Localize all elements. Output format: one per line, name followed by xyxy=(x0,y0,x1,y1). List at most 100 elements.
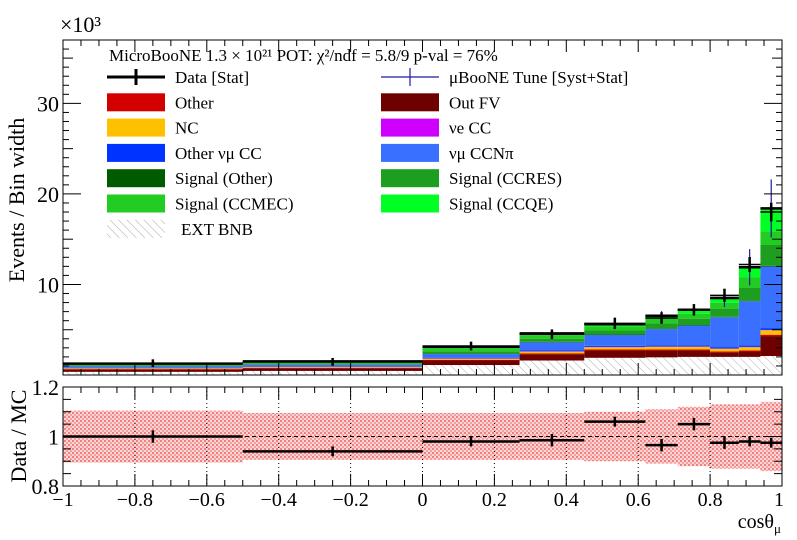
bar-ext-bnb-5 xyxy=(645,357,678,375)
legend-swatch-signal-other- xyxy=(107,169,165,188)
legend-swatch-nc xyxy=(107,118,165,137)
bar-other-cc-5 xyxy=(645,345,678,347)
ratio-panel: 0.811.2−1 −0.8 −0.6 −0.4 −0.2 0 0.2 0.4 0.6 0.8 1 … xyxy=(6,375,784,536)
legend-label-signal-ccres-: Signal (CCRES) xyxy=(449,169,562,188)
bar-out-fv-5 xyxy=(645,350,678,358)
bar-signal-ccres--2 xyxy=(422,351,520,354)
legend-swatch--e-cc xyxy=(381,118,439,137)
legend-swatch--ccn- xyxy=(381,143,439,162)
legend-swatch-signal-ccres- xyxy=(381,169,439,188)
legend-label-data-stat-: Data [Stat] xyxy=(175,68,249,87)
bar-nc-8 xyxy=(738,347,761,351)
bar--ccn--8 xyxy=(738,301,761,346)
bar-signal-ccmec--9 xyxy=(760,231,782,245)
legend-label-ext-bnb: EXT BNB xyxy=(181,220,253,239)
legend-label-nc: NC xyxy=(175,119,199,138)
bar-other-cc-3 xyxy=(519,350,585,352)
legend-swatch-other xyxy=(107,93,165,112)
x-tick-label-3: −0.4 xyxy=(261,489,297,511)
bar-nc-5 xyxy=(645,346,678,350)
legend-label--boone-tune-syst-stat-: μBooNE Tune [Syst+Stat] xyxy=(449,68,628,87)
ratio-y-axis-label: Data / MC xyxy=(6,390,31,483)
legend-label-other-cc: Other νμ CC xyxy=(175,144,262,163)
legend-swatch-signal-ccmec- xyxy=(107,194,165,213)
bar-other-cc-8 xyxy=(738,345,761,347)
x-tick-label-10: 1 xyxy=(774,489,784,511)
x-tick-label-5: 0 xyxy=(418,489,428,511)
bar--ccn--3 xyxy=(519,342,585,351)
x-tick-label-0: −1 xyxy=(52,489,73,511)
ratio-axes: 0.8 1 1.2 −1 −0.8 −0.6 −0.4 −0.2 0 0.2 0.4 0.6 0.8 1 xyxy=(32,375,785,511)
legend-swatch-other-cc xyxy=(107,143,165,162)
y-tick-label-10: 10 xyxy=(37,272,59,297)
x-tick-label-9: 0.8 xyxy=(698,489,723,511)
x-tick-label-8: 0.6 xyxy=(626,489,651,511)
bar-signal-ccres--9 xyxy=(760,244,782,266)
bar-other-6 xyxy=(677,349,711,351)
ratio-y-tick-label-2: 1.2 xyxy=(32,375,60,400)
bar--ccn--9 xyxy=(760,266,782,329)
y-axis-label: Events / Bin width xyxy=(4,118,29,282)
bar-nc-9 xyxy=(760,330,782,335)
bar-out-fv-7 xyxy=(710,352,739,357)
bar-signal-ccres--7 xyxy=(710,308,739,317)
bar-signal-other--9 xyxy=(760,265,782,267)
bar-nc-1 xyxy=(242,367,423,368)
bar--ccn--2 xyxy=(422,354,520,358)
bar-other-cc-2 xyxy=(422,357,520,359)
bar-signal-ccmec--6 xyxy=(677,313,711,319)
legend-label-signal-ccqe-: Signal (CCQE) xyxy=(449,195,553,214)
bar-signal-ccres--6 xyxy=(677,318,711,326)
legend-swatch-out-fv xyxy=(381,93,439,112)
x-tick-label-6: 0.2 xyxy=(482,489,507,511)
bar-out-fv-8 xyxy=(738,351,761,357)
bar-out-fv-9 xyxy=(760,336,782,356)
ratio-y-tick-label-1: 1 xyxy=(48,425,59,450)
bar--ccn--5 xyxy=(645,329,678,346)
bar-other-cc-4 xyxy=(584,345,646,347)
x-tick-label-1: −0.8 xyxy=(117,489,153,511)
bar-signal-ccres--5 xyxy=(645,323,678,329)
bar-nc-2 xyxy=(422,358,520,360)
bar-out-fv-4 xyxy=(584,350,646,358)
main-histogram-panel: 10 20 30 ×10³ Events / Bin width MicroBooN… xyxy=(4,12,783,376)
bar-other-8 xyxy=(738,350,761,352)
main-y-axis: 10 20 30 xyxy=(37,40,783,375)
bar-other-3 xyxy=(519,353,585,355)
x-tick-label-4: −0.2 xyxy=(332,489,368,511)
chart-title: MicroBooNE 1.3 × 10²¹ POT: χ²/ndf = 5.8/… xyxy=(109,46,498,65)
bar-signal-ccres--4 xyxy=(584,330,646,335)
bar-nc-4 xyxy=(584,347,646,350)
bar-other-9 xyxy=(760,334,782,337)
bar-signal-ccres--3 xyxy=(519,338,585,342)
bar-ext-bnb-4 xyxy=(584,357,646,375)
ratio-grid xyxy=(134,387,711,486)
bar-ext-bnb-8 xyxy=(738,356,761,375)
data-points xyxy=(63,202,782,368)
legend-label--ccn-: νμ CCNπ xyxy=(449,144,514,163)
bar--ccn--7 xyxy=(710,317,739,348)
ratio-y-tick-label-0: 0.8 xyxy=(32,474,60,499)
bar-nc-3 xyxy=(519,351,585,354)
bar-other-2 xyxy=(422,359,520,361)
y-tick-label-30: 30 xyxy=(37,91,59,116)
bar-ext-bnb-9 xyxy=(760,355,782,375)
x-tick-label-7: 0.4 xyxy=(554,489,579,511)
legend-swatch-signal-ccqe- xyxy=(381,194,439,213)
bar-out-fv-6 xyxy=(677,350,711,357)
bar-ext-bnb-3 xyxy=(519,360,585,375)
bar-nc-6 xyxy=(677,346,711,350)
bar-signal-ccres--8 xyxy=(738,287,761,301)
bar-ext-bnb-2 xyxy=(422,365,520,375)
bar-other-cc-6 xyxy=(677,345,711,347)
exponent-label: ×10³ xyxy=(60,12,101,37)
bar-out-fv-3 xyxy=(519,354,585,361)
legend: Data [Stat] μBooNE Tune [Syst+Stat] Other O… xyxy=(107,68,628,239)
bar-other-cc-7 xyxy=(710,347,739,349)
bar-ext-bnb-6 xyxy=(677,356,711,375)
bar-other-4 xyxy=(584,349,646,351)
bar-other-7 xyxy=(710,351,739,353)
bar-other-5 xyxy=(645,349,678,351)
stacked-histogram xyxy=(63,207,782,375)
